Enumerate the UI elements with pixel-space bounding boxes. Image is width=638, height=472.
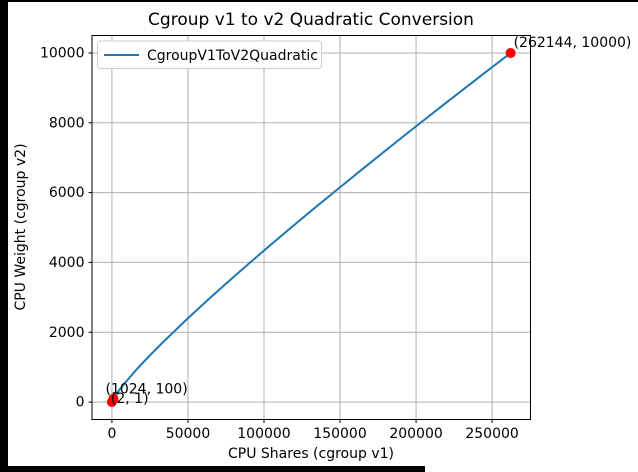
x-tick-label: 50000 bbox=[166, 426, 211, 442]
data-point-marker bbox=[505, 48, 516, 58]
x-tick-label: 200000 bbox=[389, 426, 442, 442]
x-tick-labels: 0 50000 100000 150000 200000 250000 bbox=[107, 426, 518, 442]
legend: CgroupV1ToV2Quadratic bbox=[97, 40, 322, 69]
legend-entry-label: CgroupV1ToV2Quadratic bbox=[147, 48, 318, 64]
y-tick-label: 2000 bbox=[49, 325, 85, 341]
y-tick-label: 0 bbox=[76, 395, 85, 411]
frame-bottom-edge bbox=[0, 466, 425, 472]
x-tick-label: 250000 bbox=[465, 426, 518, 442]
data-point-marker bbox=[108, 393, 119, 404]
point-annotation-label: (2, 1) bbox=[111, 391, 149, 407]
plot-border bbox=[91, 35, 531, 420]
x-tick-label: 150000 bbox=[313, 426, 366, 442]
y-tick-label: 10000 bbox=[40, 45, 85, 61]
highlight-points bbox=[106, 48, 516, 407]
point-annotation-label: (1024, 100) bbox=[106, 382, 188, 398]
axis-ticks bbox=[88, 52, 493, 423]
x-axis-label: CPU Shares (cgroup v1) bbox=[228, 446, 394, 462]
y-tick-label: 6000 bbox=[49, 185, 85, 201]
y-tick-label: 4000 bbox=[49, 255, 85, 271]
chart-title: Cgroup v1 to v2 Quadratic Conversion bbox=[148, 10, 474, 30]
legend-box bbox=[97, 40, 322, 69]
point-annotation-label: (262144, 10000) bbox=[514, 35, 632, 51]
y-axis-label: CPU Weight (cgroup v2) bbox=[13, 143, 29, 310]
x-tick-label: 100000 bbox=[237, 426, 290, 442]
y-tick-label: 8000 bbox=[49, 115, 85, 131]
x-tick-label: 0 bbox=[107, 426, 116, 442]
frame-left-edge bbox=[0, 0, 8, 472]
frame-top-edge bbox=[0, 0, 638, 2]
point-annotations: (2, 1)(1024, 100) (262144, 10000) bbox=[106, 35, 632, 407]
y-tick-labels: 0 2000 4000 6000 8000 10000 bbox=[40, 45, 85, 410]
